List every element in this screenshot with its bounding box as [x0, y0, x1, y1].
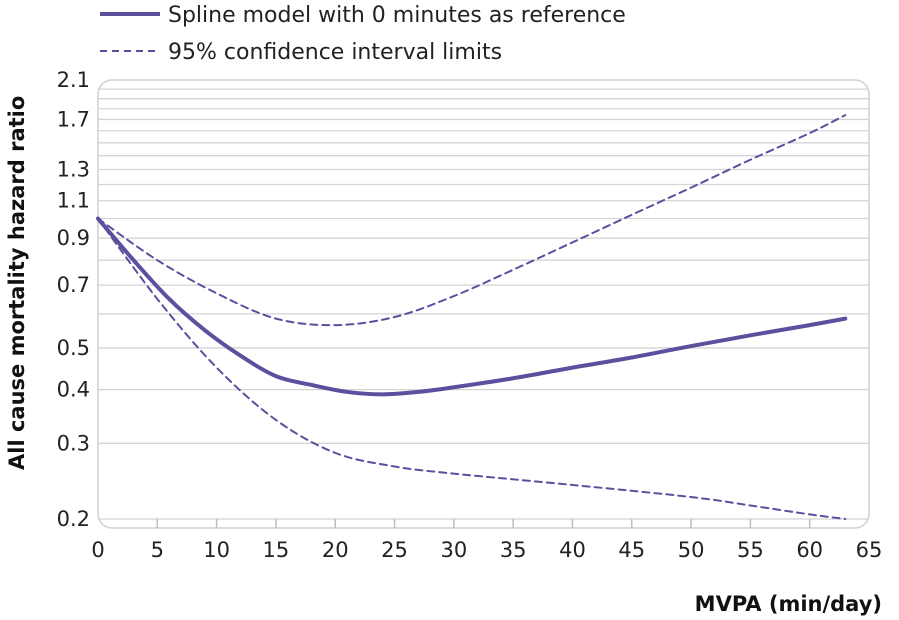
y-tick-label: 1.7 — [57, 107, 90, 131]
x-tick-label: 10 — [203, 538, 230, 562]
y-axis-title: All cause mortality hazard ratio — [5, 96, 29, 470]
gridlines — [98, 88, 869, 520]
x-tick-label: 45 — [618, 538, 645, 562]
y-tick-label: 0.7 — [57, 273, 90, 297]
y-tick-label: 1.3 — [57, 158, 90, 182]
x-tick-label: 65 — [856, 538, 883, 562]
x-axis-title: MVPA (min/day) — [695, 592, 882, 616]
x-axis-ticks: 0 5 10 15 20 25 30 35 40 45 50 55 60 65 — [91, 519, 882, 562]
y-tick-label: 0.9 — [57, 226, 90, 250]
legend-label-spline: Spline model with 0 minutes as reference — [168, 3, 626, 28]
y-tick-label: 0.3 — [57, 431, 90, 455]
x-tick-label: 50 — [678, 538, 705, 562]
ci-upper-line — [97, 114, 847, 327]
x-tick-label: 40 — [559, 538, 586, 562]
ci-lower-line — [97, 217, 847, 520]
y-tick-label: 0.4 — [57, 378, 90, 402]
x-tick-label: 30 — [440, 538, 467, 562]
x-tick-label: 5 — [151, 538, 164, 562]
x-tick-label: 15 — [263, 538, 290, 562]
y-axis-ticks: 0.2 0.3 0.4 0.5 0.7 0.9 1.1 1.3 1.7 2.1 — [57, 68, 90, 531]
legend-label-ci: 95% confidence interval limits — [168, 40, 502, 65]
x-tick-label: 55 — [737, 538, 764, 562]
y-tick-label: 2.1 — [57, 68, 90, 92]
x-tick-label: 25 — [381, 538, 408, 562]
x-tick-label: 0 — [91, 538, 104, 562]
x-tick-label: 35 — [500, 538, 527, 562]
x-tick-label: 60 — [796, 538, 823, 562]
y-tick-label: 0.5 — [57, 336, 90, 360]
series-lines — [96, 114, 848, 520]
y-tick-label: 1.1 — [57, 189, 90, 213]
plot-frame — [97, 79, 870, 529]
x-tick-label: 20 — [322, 538, 349, 562]
y-tick-label: 0.2 — [57, 507, 90, 531]
legend: Spline model with 0 minutes as reference… — [100, 3, 626, 65]
spline-line — [96, 216, 848, 397]
